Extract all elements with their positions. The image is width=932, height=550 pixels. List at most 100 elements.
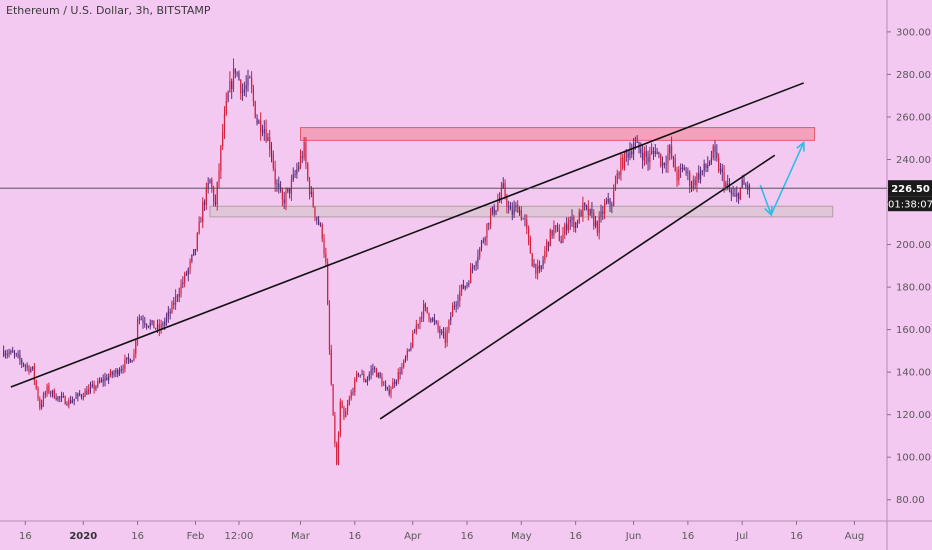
candle-body (339, 401, 341, 435)
candle-body (741, 179, 743, 188)
candle-body (437, 322, 439, 330)
candle-body (401, 366, 403, 375)
candle-body (451, 306, 454, 317)
candle-body (17, 354, 19, 355)
candle-body (491, 206, 493, 214)
candle-body (394, 382, 396, 384)
candle-body (406, 350, 408, 358)
candle-body (734, 194, 736, 197)
candle-body (276, 183, 278, 185)
candle-body (719, 168, 722, 172)
candle-body (209, 179, 211, 184)
candle-body (564, 224, 566, 235)
price-tick-label: 300.00 (896, 27, 931, 38)
candle-body (131, 360, 133, 363)
candle-body (316, 217, 318, 220)
candle-body (274, 168, 276, 185)
candle-body (596, 221, 598, 233)
candle-body (334, 415, 336, 444)
candle-body (383, 384, 385, 386)
candle-body (287, 187, 289, 192)
candle-body (656, 152, 658, 154)
candle-body (424, 304, 426, 307)
candle-body (573, 217, 575, 229)
candle-body (225, 101, 227, 114)
candle-body (616, 173, 618, 183)
candle-body (35, 380, 37, 388)
candle-body (589, 208, 591, 215)
candle-body (567, 222, 570, 231)
candle-body (241, 91, 244, 94)
candle-body (200, 221, 202, 223)
candle-body (663, 162, 665, 165)
candle-body (551, 230, 553, 236)
candle-body (636, 141, 638, 144)
candle-body (193, 249, 195, 255)
candle-body (504, 183, 506, 198)
candle-body (674, 158, 676, 172)
candle-body (332, 384, 334, 416)
candle-body (207, 183, 209, 188)
time-tick-label: Mar (291, 531, 311, 542)
candle-body (165, 316, 168, 322)
candle-body (470, 268, 472, 284)
candle-body (292, 174, 294, 181)
candle-body (176, 295, 178, 297)
time-tick-label: 12:00 (225, 531, 254, 542)
candle-body (696, 173, 698, 185)
candle-body (15, 353, 17, 355)
candle-body (62, 396, 64, 397)
current-price-badge (888, 180, 932, 197)
candle-body (479, 248, 481, 257)
candle-body (594, 221, 597, 227)
candle-body (127, 357, 130, 360)
candle-body (640, 149, 642, 154)
candle-body (529, 238, 531, 254)
candle-body (202, 202, 204, 222)
candle-body (363, 374, 365, 381)
candle-body (629, 151, 631, 158)
candle-body (214, 201, 217, 205)
candle-body (727, 183, 729, 185)
candle-body (605, 202, 608, 204)
candle-body (556, 226, 559, 230)
current-price-label: 226.50 (891, 184, 930, 195)
candle-body (611, 204, 613, 206)
candle-body (607, 199, 609, 203)
candle-body (88, 388, 90, 395)
candle-body (263, 129, 265, 134)
candle-body (256, 117, 258, 124)
candle-body (44, 393, 46, 395)
candle-body (129, 359, 131, 363)
candle-body (160, 323, 162, 331)
time-tick-label: 16 (19, 531, 32, 542)
candle-body (368, 374, 370, 379)
candle-body (374, 368, 376, 370)
candle-body (546, 241, 548, 251)
candle-body (678, 169, 680, 181)
candle-body (687, 172, 689, 174)
candle-body (486, 223, 488, 239)
candle-body (379, 372, 381, 378)
candle-body (699, 171, 702, 180)
candle-body (450, 316, 452, 321)
candle-body (580, 211, 582, 217)
candle-body (91, 384, 93, 387)
candle-body (247, 77, 249, 86)
countdown-badge (888, 196, 932, 212)
candle-body (698, 173, 700, 180)
candle-body (701, 170, 703, 172)
candle-body (124, 359, 126, 369)
candle-body (77, 393, 79, 397)
candle-body (705, 163, 707, 169)
candle-body (488, 223, 490, 225)
candle-body (433, 318, 436, 322)
candle-body (6, 353, 8, 355)
candle-body (453, 306, 455, 308)
candle-body (68, 400, 70, 406)
candle-body (12, 350, 14, 353)
candle-body (10, 350, 12, 353)
candle-body (716, 152, 718, 158)
candle-body (508, 206, 510, 208)
